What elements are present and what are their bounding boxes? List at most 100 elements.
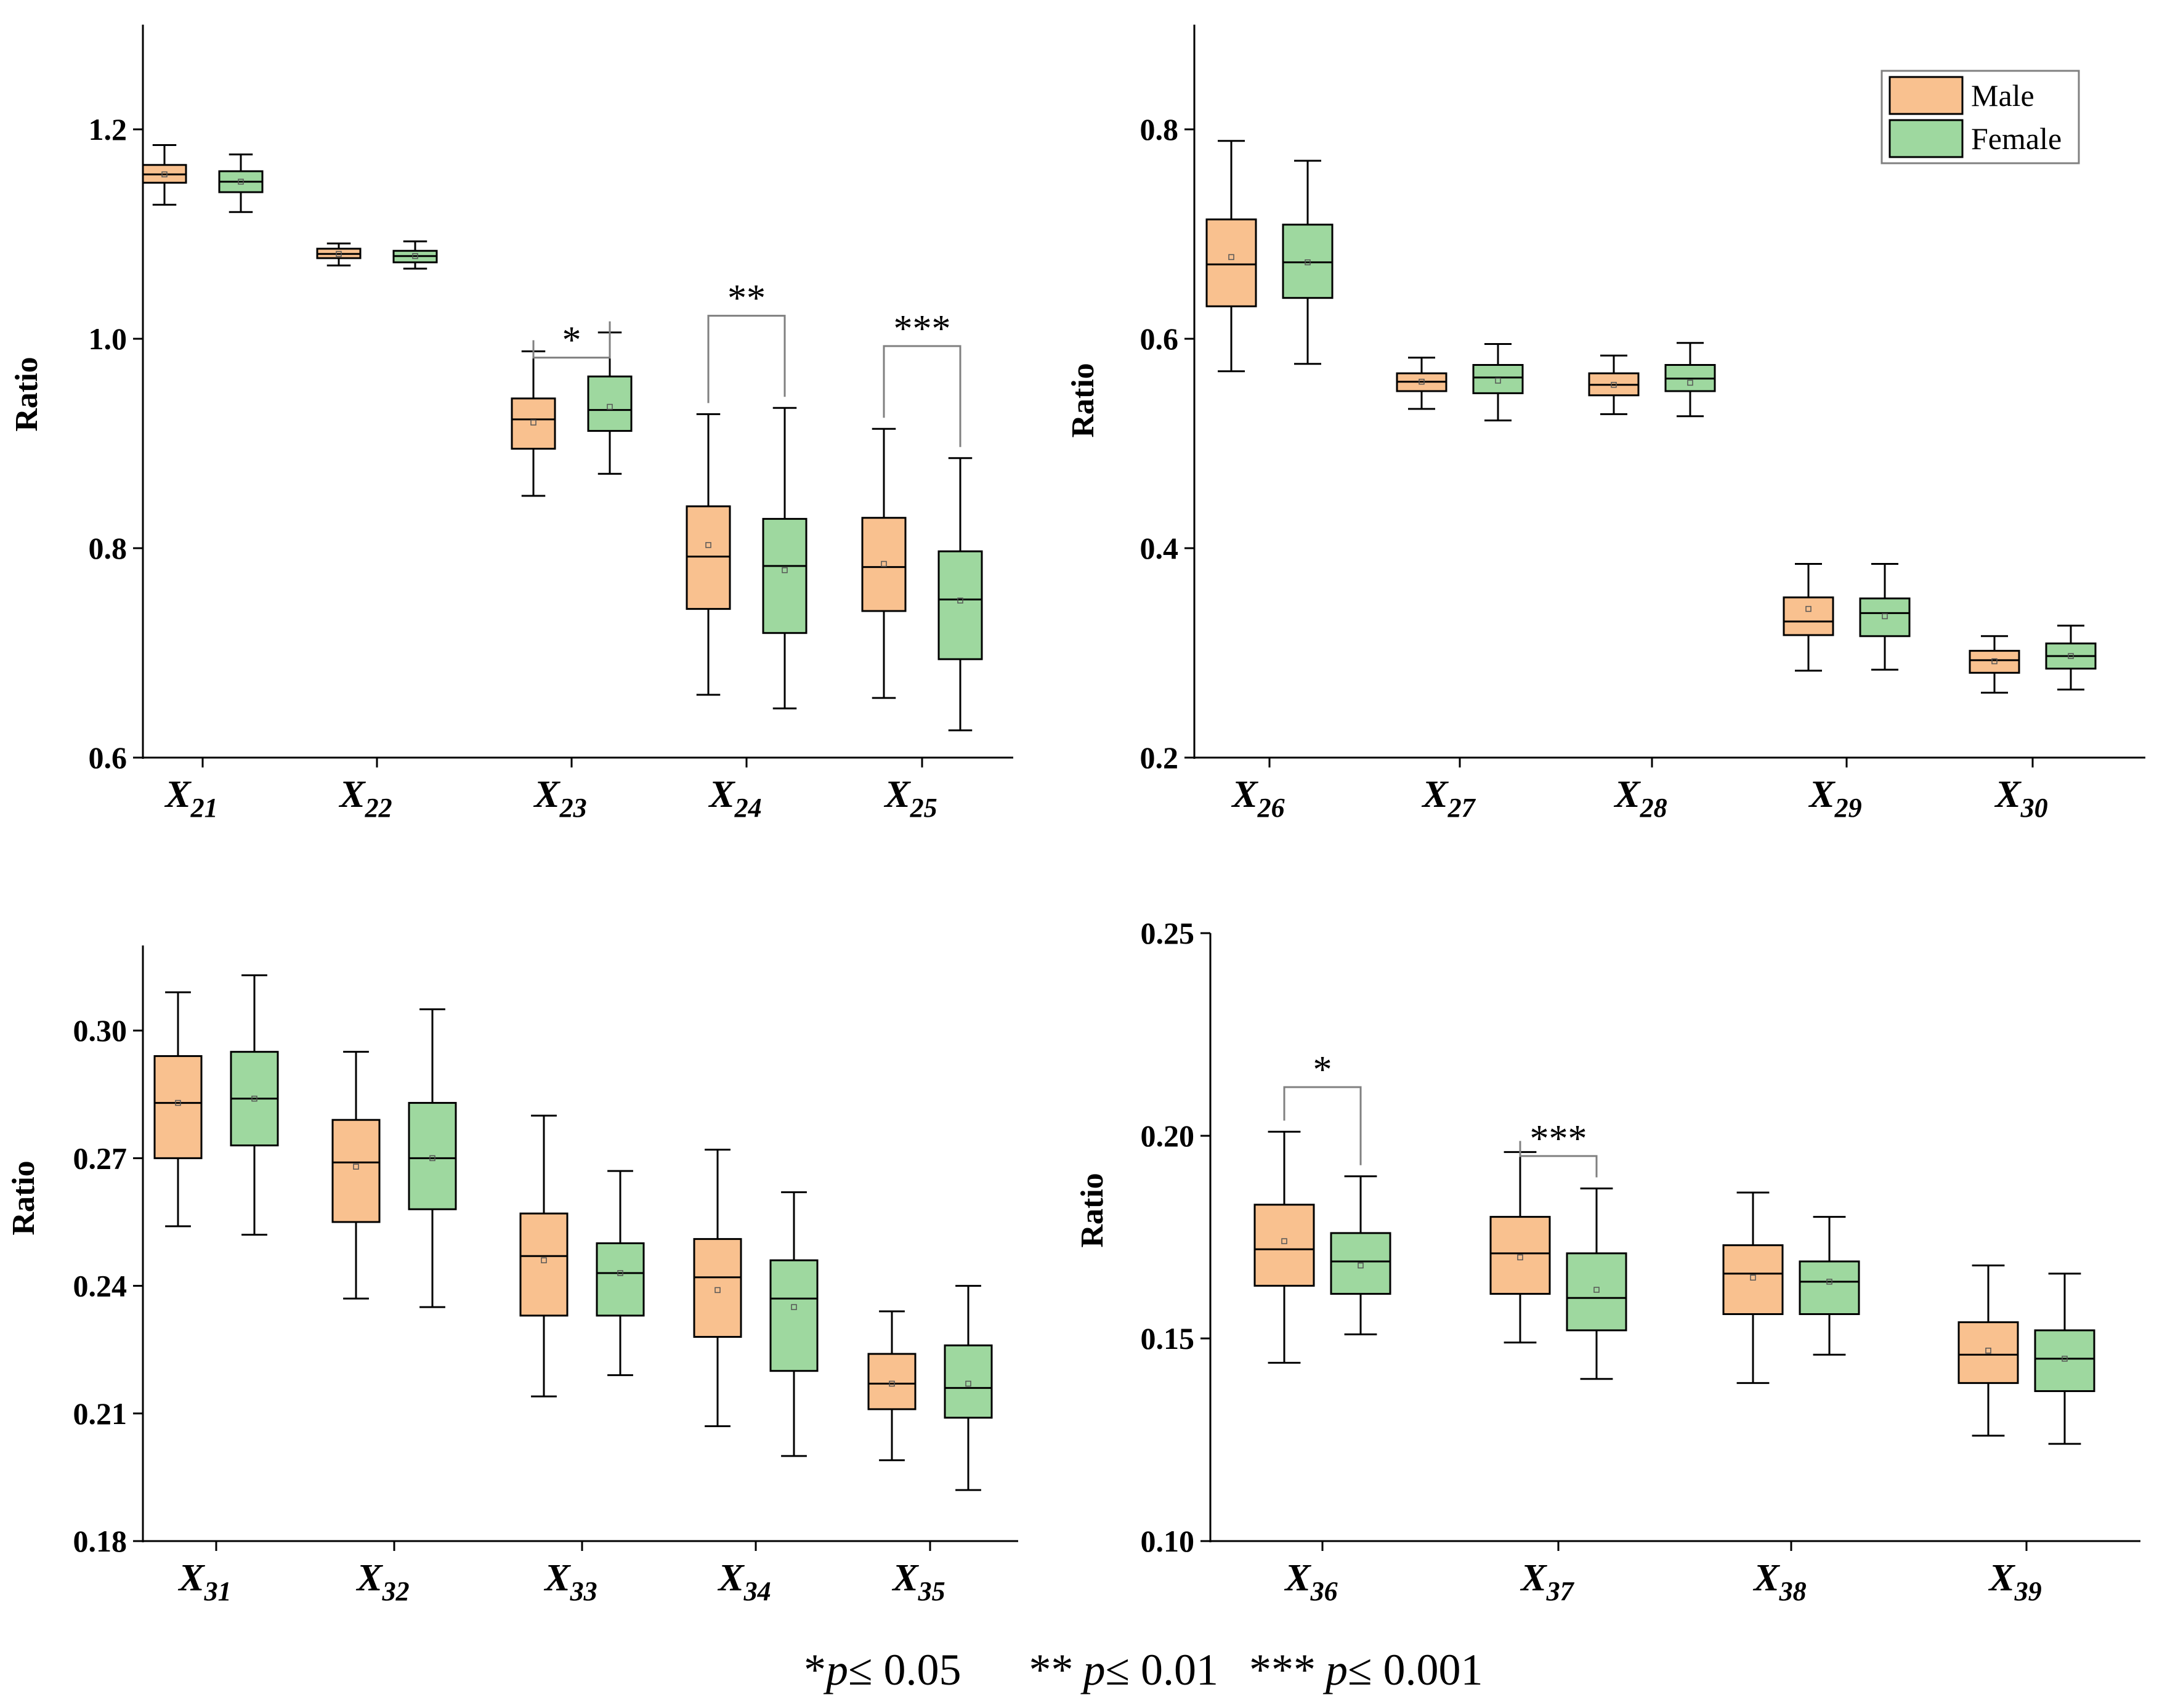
footnote-star-1: * (804, 1645, 826, 1694)
box-female (1330, 1175, 1391, 1335)
x-tick-main: X (164, 774, 192, 816)
x-tick-main: X (1231, 774, 1258, 816)
x-tick-sub: 34 (743, 1576, 771, 1606)
box-male (1489, 1151, 1551, 1344)
iqr-box (686, 505, 731, 610)
iqr-box (519, 1212, 569, 1317)
x-tick-main: X (177, 1557, 205, 1599)
mean-marker (1882, 613, 1888, 620)
mean-marker (791, 1304, 797, 1310)
x-tick-label: X35 (891, 1557, 945, 1606)
footnote-p-1: p (823, 1645, 848, 1694)
box-female (1799, 1216, 1860, 1356)
x-tick-main: X (1520, 1557, 1547, 1599)
y-tick-label: 0.25 (1141, 916, 1195, 950)
y-axis-label: Ratio (1075, 1173, 1110, 1247)
mean-marker (1358, 1262, 1364, 1269)
footnote-star-2: ** (1029, 1645, 1074, 1694)
x-tick-main: X (1988, 1557, 2015, 1599)
x-tick-main: X (708, 774, 735, 816)
y-tick-label: 0.2 (1140, 740, 1179, 775)
x-tick-main: X (1808, 774, 1836, 816)
iqr-box (331, 1119, 381, 1223)
mean-marker (1750, 1274, 1756, 1281)
y-axis-label: Ratio (1066, 363, 1101, 437)
x-tick-main: X (355, 1557, 383, 1599)
y-tick-label: 0.21 (73, 1396, 128, 1431)
box-male (1957, 1265, 2019, 1437)
box-female (1566, 1188, 1627, 1380)
x-tick-label: X37 (1520, 1557, 1574, 1606)
legend-swatch-female (1889, 119, 1964, 158)
iqr-box (1253, 1204, 1315, 1287)
footnote-star-3: *** (1249, 1645, 1316, 1694)
x-tick-main: X (883, 774, 911, 816)
x-tick-main: X (717, 1557, 745, 1599)
mean-marker (541, 1257, 547, 1263)
x-tick-sub: 21 (190, 793, 218, 823)
mean-marker (1517, 1254, 1523, 1261)
box-male (331, 1051, 381, 1300)
mean-marker (889, 1380, 895, 1387)
box-male (867, 1310, 917, 1462)
significance-label: * (562, 320, 581, 362)
footnote-p-2: p (1080, 1645, 1106, 1694)
mean-marker (161, 171, 168, 177)
box-male (1969, 635, 2020, 694)
mean-marker (782, 567, 788, 573)
x-tick-main: X (1752, 1557, 1780, 1599)
mean-marker (412, 253, 418, 259)
mean-marker (1991, 658, 1998, 665)
mean-marker (238, 179, 244, 185)
bracket-line (1283, 1086, 1362, 1165)
box-female (1664, 342, 1716, 418)
x-tick-main: X (543, 1557, 571, 1599)
x-tick-label: X26 (1231, 774, 1284, 823)
mean-marker (1805, 605, 1812, 612)
box-female (769, 1191, 819, 1457)
x-tick-sub: 36 (1310, 1576, 1338, 1606)
box-female (392, 240, 438, 270)
x-tick-label: X27 (1421, 774, 1476, 823)
box-female (1859, 563, 1911, 671)
x-tick-main: X (1613, 774, 1641, 816)
x-tick-label: X34 (717, 1557, 771, 1606)
mean-marker (1985, 1347, 1991, 1354)
x-tick-main: X (533, 774, 561, 816)
iqr-box (861, 517, 907, 612)
x-tick-main: X (1421, 774, 1449, 816)
iqr-box (769, 1259, 819, 1372)
x-tick-label: X28 (1613, 774, 1667, 823)
footnote-threshold-3: ≤ 0.001 (1348, 1645, 1483, 1694)
mean-marker (1228, 254, 1234, 261)
y-tick-label: 1.0 (89, 322, 128, 356)
x-tick-label: X38 (1752, 1557, 1806, 1606)
x-tick-sub: 31 (204, 1576, 232, 1606)
footnote-threshold-1: ≤ 0.05 (848, 1645, 961, 1694)
box-male (316, 242, 362, 267)
x-tick-label: X39 (1988, 1557, 2041, 1606)
box-male (861, 427, 907, 699)
bracket-line (883, 345, 961, 447)
x-tick-sub: 24 (734, 793, 762, 823)
mean-marker (607, 403, 613, 410)
box-female (762, 407, 808, 710)
mean-marker (429, 1155, 435, 1162)
iqr-box (596, 1242, 645, 1317)
iqr-box (1957, 1321, 2019, 1384)
y-tick-label: 0.18 (73, 1524, 128, 1558)
box-male (1396, 357, 1447, 410)
y-tick-label: 0.10 (1141, 1524, 1195, 1558)
footnote-p-3: p (1322, 1645, 1348, 1694)
x-tick-label: X23 (533, 774, 586, 823)
box-male (519, 1114, 569, 1398)
bracket-line (532, 321, 611, 359)
x-tick-main: X (338, 774, 366, 816)
significance-label: * (1313, 1049, 1332, 1091)
iqr-box (1783, 596, 1834, 636)
significance-label: *** (894, 308, 951, 350)
mean-marker (175, 1099, 181, 1106)
mean-marker (251, 1095, 257, 1102)
